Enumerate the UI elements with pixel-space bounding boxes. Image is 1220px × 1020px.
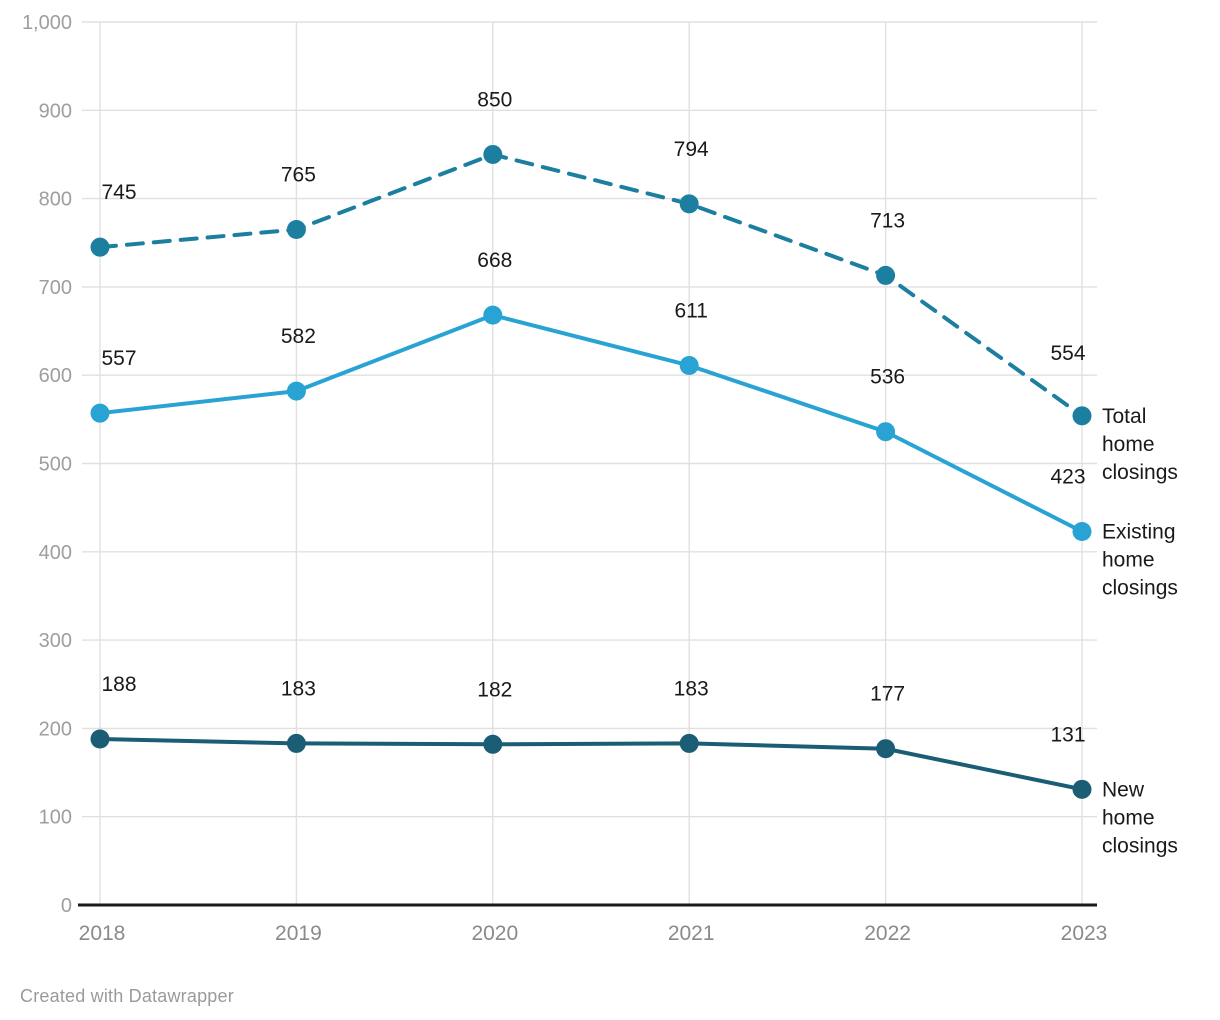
y-tick-label: 100 bbox=[39, 807, 72, 829]
series-line bbox=[98, 736, 1084, 792]
x-tick-label: 2023 bbox=[1061, 922, 1108, 945]
data-point bbox=[679, 355, 699, 375]
data-value-label: 611 bbox=[674, 299, 707, 322]
data-value-label: 183 bbox=[281, 677, 316, 700]
y-tick-label: 1,000 bbox=[22, 12, 72, 34]
series-existing-home-closings: 557 582 668 611 536 423 Existing home closings bbox=[90, 249, 1178, 599]
series-name-label-new-home-closings: New home closings bbox=[1102, 778, 1178, 857]
x-tick-label: 2022 bbox=[864, 922, 911, 945]
data-point bbox=[1072, 521, 1092, 541]
data-value-label: 850 bbox=[477, 88, 512, 111]
data-point bbox=[1072, 779, 1092, 799]
series-name-label-existing-home-closings: Existing home closings bbox=[1102, 520, 1178, 599]
data-value-label: 745 bbox=[101, 181, 136, 204]
datawrapper-credit: Created with Datawrapper bbox=[20, 986, 234, 1006]
data-value-label: 554 bbox=[1050, 342, 1085, 365]
y-tick-label: 600 bbox=[39, 365, 72, 387]
data-value-label: 794 bbox=[674, 138, 709, 161]
y-tick-label: 700 bbox=[39, 277, 72, 299]
x-tick-label: 2021 bbox=[668, 922, 715, 945]
y-tick-label: 400 bbox=[39, 542, 72, 564]
data-point bbox=[90, 237, 110, 257]
x-tick-label: 2019 bbox=[275, 922, 322, 945]
data-value-label: 423 bbox=[1050, 465, 1085, 488]
y-tick-label: 800 bbox=[39, 189, 72, 211]
y-tick-label: 500 bbox=[39, 454, 72, 476]
data-value-label: 177 bbox=[870, 683, 905, 706]
data-point bbox=[90, 403, 110, 423]
data-point bbox=[679, 733, 699, 753]
y-axis-labels: 0 100 200 300 400 500 600 700 800 900 1,000 bbox=[22, 12, 72, 917]
x-tick-label: 2020 bbox=[471, 922, 518, 945]
gridlines bbox=[82, 21, 1097, 905]
series-line bbox=[98, 313, 1084, 534]
y-tick-label: 200 bbox=[39, 718, 72, 740]
y-tick-label: 900 bbox=[39, 100, 72, 122]
data-point bbox=[483, 144, 503, 164]
data-value-label: 713 bbox=[870, 209, 905, 232]
data-point bbox=[483, 734, 503, 754]
y-tick-label: 0 bbox=[61, 895, 72, 917]
x-axis-labels: 2018 2019 2020 2021 2022 2023 bbox=[79, 922, 1108, 945]
data-value-label: 131 bbox=[1050, 723, 1085, 746]
data-point bbox=[483, 305, 503, 325]
data-point bbox=[876, 265, 896, 285]
x-tick-label: 2018 bbox=[79, 922, 126, 945]
data-point bbox=[286, 381, 306, 401]
data-value-label: 183 bbox=[674, 677, 709, 700]
series-line bbox=[98, 152, 1084, 418]
data-value-label: 536 bbox=[870, 366, 905, 389]
data-point bbox=[90, 729, 110, 749]
data-point bbox=[876, 739, 896, 759]
data-value-label: 557 bbox=[101, 347, 136, 370]
series-new-home-closings: 188 183 182 183 177 131 New home closings bbox=[90, 673, 1178, 857]
data-value-label: 582 bbox=[281, 325, 316, 348]
data-point bbox=[286, 733, 306, 753]
data-point bbox=[876, 422, 896, 442]
data-value-label: 765 bbox=[281, 164, 316, 187]
data-value-label: 668 bbox=[477, 249, 512, 272]
data-point bbox=[1072, 406, 1092, 426]
series-name-label-total-home-closings: Total home closings bbox=[1102, 405, 1178, 484]
data-value-label: 188 bbox=[101, 673, 136, 696]
y-tick-label: 300 bbox=[39, 630, 72, 652]
data-point bbox=[679, 194, 699, 214]
data-value-label: 182 bbox=[477, 678, 512, 701]
data-point bbox=[286, 220, 306, 240]
series-total-home-closings: 745 765 850 794 713 554 Total home closings bbox=[90, 88, 1178, 484]
